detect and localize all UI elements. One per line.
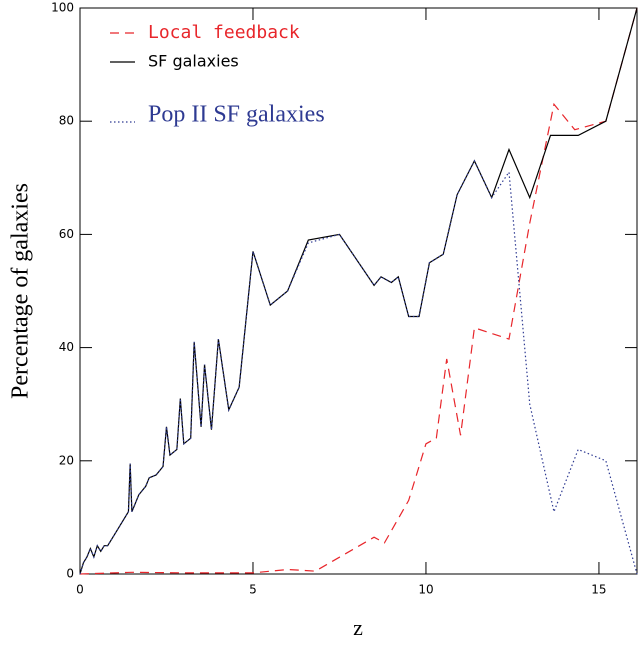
y-tick-label: 80 [59,114,74,128]
plot-frame [79,7,638,575]
y-tick-label: 60 [59,227,74,241]
series-line [79,7,638,575]
series-line [79,159,638,575]
legend-label: Pop II SF galaxies [148,102,325,128]
y-axis-label: Percentage of galaxies [8,183,34,399]
y-tick-label: 20 [59,453,74,467]
x-axis-label: z [353,615,363,640]
x-tick-label: 10 [418,583,433,597]
y-tick-label: 40 [59,340,74,354]
series-line [79,7,638,575]
x-tick-label: 5 [249,583,257,597]
y-tick-label: 100 [51,1,74,15]
y-tick-label: 0 [66,567,74,581]
x-tick-label: 0 [76,583,84,597]
legend-label: Local feedback [148,22,300,43]
legend-label: SF galaxies [148,52,239,71]
x-tick-label: 15 [591,583,606,597]
